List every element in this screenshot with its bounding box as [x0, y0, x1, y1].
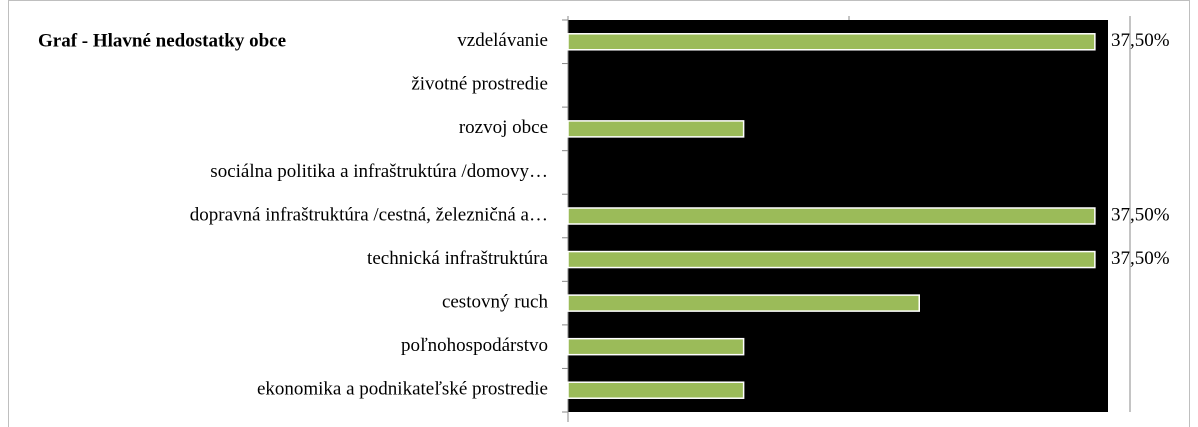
y-tick-label: životné prostredie	[411, 74, 548, 95]
bar	[567, 381, 745, 399]
y-tick-label: technická infraštruktúra	[367, 248, 549, 269]
y-tick-label: dopravná infraštruktúra /cestná, železni…	[190, 204, 548, 225]
bar	[567, 120, 745, 138]
bar	[567, 33, 1096, 51]
data-label: 37,50%	[1111, 30, 1170, 51]
chart-frame	[8, 0, 1190, 427]
y-tick-label: poľnohospodárstvo	[401, 335, 548, 356]
y-tick-label: sociálna politika a infraštruktúra /domo…	[210, 161, 548, 182]
data-label: 37,50%	[1111, 204, 1170, 225]
bar	[567, 294, 920, 312]
data-label: 37,50%	[1111, 248, 1170, 269]
y-tick-label: rozvoj obce	[459, 117, 548, 138]
bar	[567, 337, 745, 356]
bar	[567, 250, 1096, 269]
y-tick-label: cestovný ruch	[442, 291, 549, 312]
y-tick-label: vzdelávanie	[457, 30, 548, 51]
y-tick-label: ekonomika a podnikateľské prostredie	[257, 379, 548, 400]
bar	[567, 207, 1096, 225]
chart-title: Graf - Hlavné nedostatky obce	[38, 30, 286, 51]
